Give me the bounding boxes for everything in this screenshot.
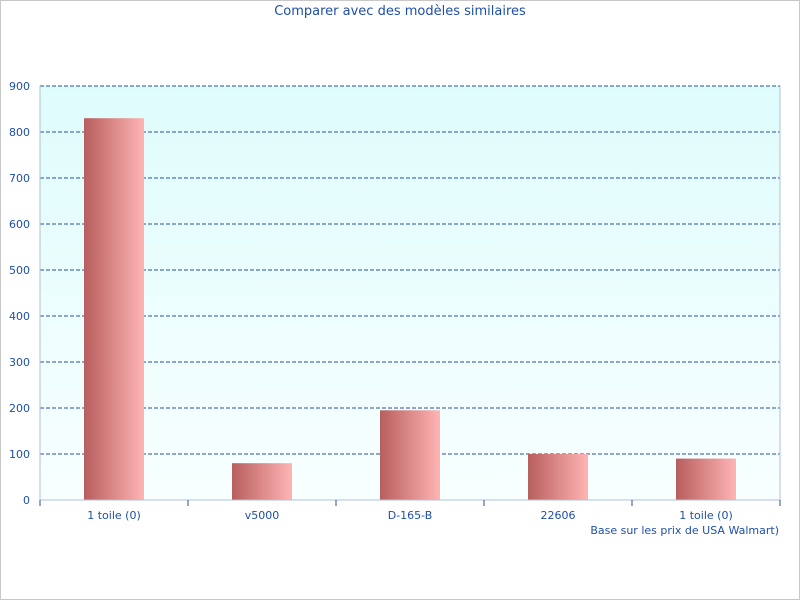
bar	[528, 454, 588, 500]
x-tick-label: 1 toile (0)	[679, 509, 733, 522]
y-tick-label: 700	[9, 172, 30, 185]
bar	[380, 410, 440, 500]
bar	[84, 118, 144, 500]
x-tick-label: 22606	[541, 509, 576, 522]
x-tick-label: D-165-B	[388, 509, 433, 522]
y-tick-label: 400	[9, 310, 30, 323]
y-tick-label: 0	[23, 494, 30, 507]
x-axis-label: Base sur les prix de USA Walmart)	[590, 524, 779, 537]
x-tick-label: 1 toile (0)	[87, 509, 141, 522]
chart-title: Comparer avec des modèles similaires	[274, 4, 526, 19]
y-tick-label: 100	[9, 448, 30, 461]
y-tick-label: 500	[9, 264, 30, 277]
y-tick-label: 900	[9, 80, 30, 93]
x-tick-label: v5000	[245, 509, 280, 522]
bar	[676, 458, 736, 500]
y-tick-label: 800	[9, 126, 30, 139]
bar	[232, 463, 292, 500]
y-tick-label: 300	[9, 356, 30, 369]
y-tick-label: 600	[9, 218, 30, 231]
y-tick-label: 200	[9, 402, 30, 415]
